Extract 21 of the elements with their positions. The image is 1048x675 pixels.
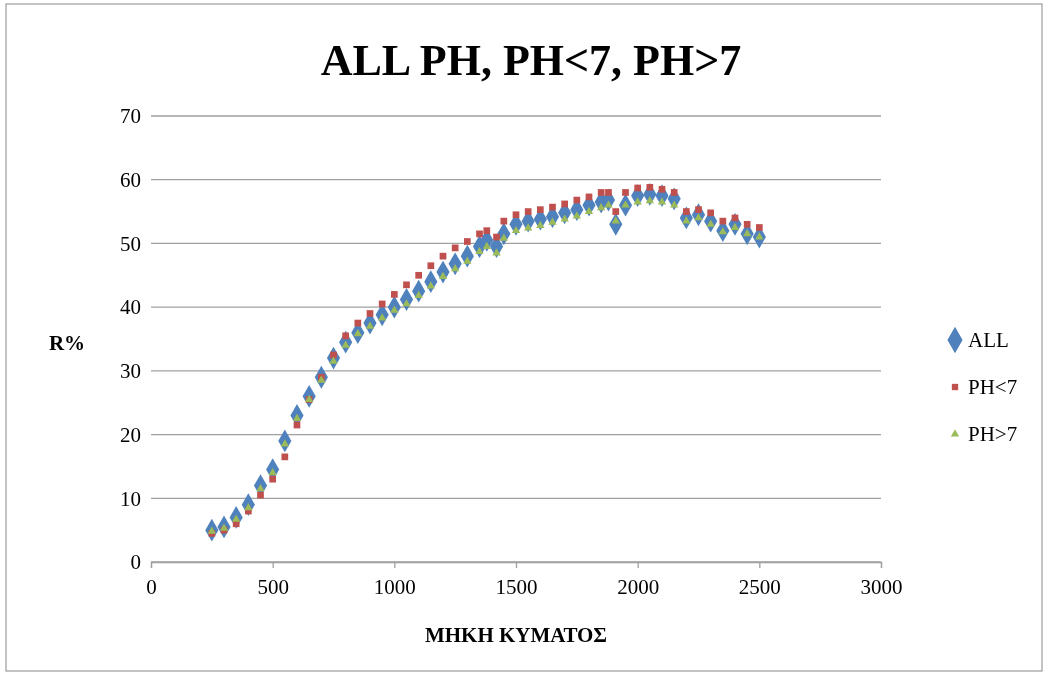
y-tick-label: 10 [120, 486, 141, 511]
y-tick-label: 20 [120, 422, 141, 447]
x-axis-title: ΜΗΚΗ ΚΥΜΑΤΟΣ [424, 623, 608, 647]
x-tick-label: 2000 [617, 575, 660, 600]
chart-title: ALL PH, PH<7, PH>7 [320, 36, 742, 85]
y-tick-label: 70 [120, 104, 141, 129]
x-tick-label: 2500 [738, 575, 781, 600]
legend-label: PH<7 [968, 375, 1018, 399]
legend-label: PH>7 [968, 422, 1018, 446]
x-tick-label: 0 [146, 575, 157, 600]
y-tick-label: 0 [130, 550, 141, 575]
legend-label: ALL [968, 328, 1009, 352]
x-tick-label: 3000 [860, 575, 903, 600]
y-axis-title: R% [48, 331, 86, 355]
y-tick-label: 40 [120, 295, 141, 320]
x-tick-label: 1500 [495, 575, 538, 600]
y-tick-label: 50 [120, 231, 141, 256]
x-tick-label: 1000 [373, 575, 416, 600]
x-tick-label: 500 [257, 575, 289, 600]
y-tick-label: 60 [120, 167, 141, 192]
y-tick-label: 30 [120, 359, 141, 384]
